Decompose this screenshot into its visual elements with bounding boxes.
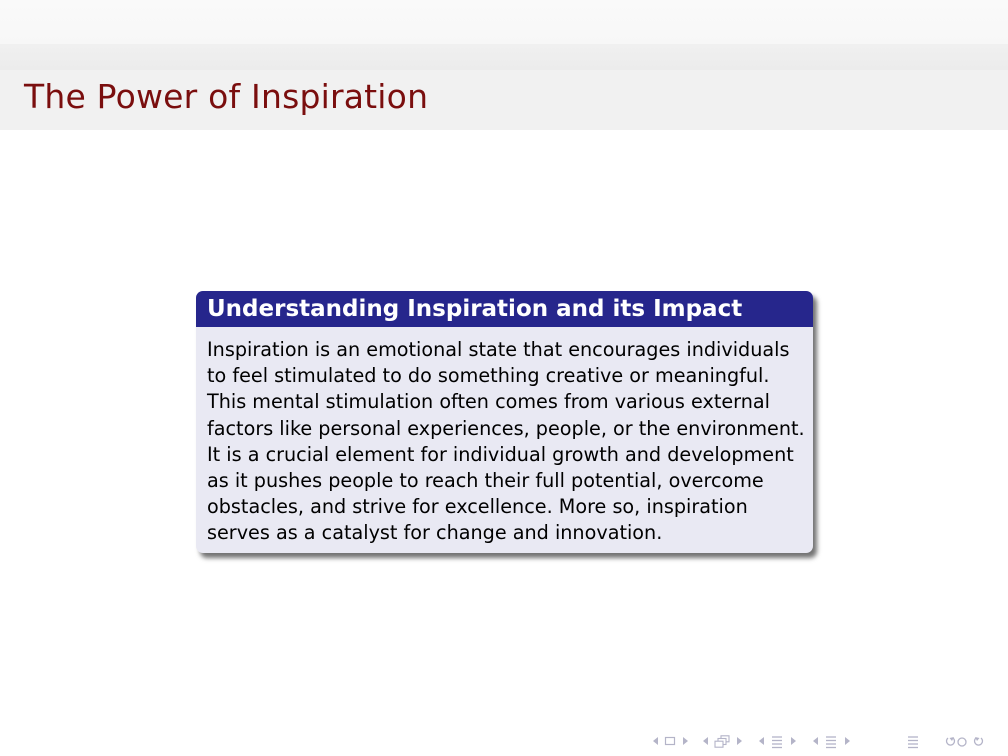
header-gradient-mid — [0, 44, 1008, 70]
prev-subsection-arrow-icon[interactable] — [758, 735, 765, 747]
block-text-line: to feel stimulated to do something creat… — [207, 364, 770, 388]
next-subsection-arrow-icon[interactable] — [790, 735, 797, 747]
block-text-line: Inspiration is an emotional state that e… — [207, 338, 790, 361]
prev-frame-arrow-icon[interactable] — [702, 735, 709, 747]
frame-title: The Power of Inspiration — [24, 77, 429, 116]
block-text-line: This mental stimulation often comes from… — [207, 390, 770, 414]
frame-icon[interactable] — [714, 735, 732, 749]
next-section-arrow-icon[interactable] — [844, 735, 851, 747]
navigation-bar — [650, 732, 990, 750]
header-gradient-top — [0, 0, 1008, 44]
block-title: Understanding Inspiration and its Impact — [196, 291, 813, 327]
next-slide-arrow-icon[interactable] — [682, 735, 689, 747]
block-text-line: serves as a catalyst for change and inno… — [207, 521, 663, 545]
outline-icon[interactable] — [906, 735, 920, 749]
section-icon[interactable] — [824, 735, 838, 749]
prev-section-arrow-icon[interactable] — [812, 735, 819, 747]
search-back-icon[interactable] — [944, 735, 970, 749]
search-forward-icon[interactable] — [970, 735, 986, 749]
slide-icon[interactable] — [664, 735, 676, 747]
block-text-line: as it pushes people to reach their full … — [207, 469, 764, 493]
block-text-line: obstacles, and strive for excellence. Mo… — [207, 495, 748, 519]
block-body: Inspiration is an emotional state that e… — [196, 327, 813, 547]
block-text-line: It is a crucial element for individual g… — [207, 442, 794, 466]
frame-title-bar — [0, 70, 1008, 130]
next-frame-arrow-icon[interactable] — [736, 735, 743, 747]
prev-slide-arrow-icon[interactable] — [652, 735, 659, 747]
block-text-line: factors like personal experiences, peopl… — [207, 416, 805, 440]
content-block: Understanding Inspiration and its Impact… — [196, 291, 813, 553]
subsection-icon[interactable] — [770, 735, 784, 749]
